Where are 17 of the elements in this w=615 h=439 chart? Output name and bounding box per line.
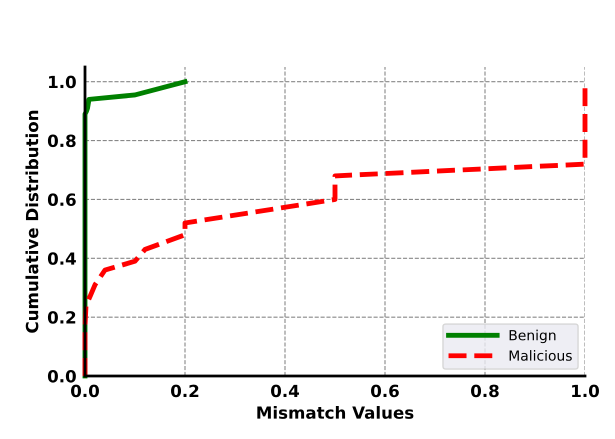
- line-series: [82, 79, 188, 378]
- y-tick-label: 0.0: [48, 370, 76, 383]
- legend-label: Benign: [510, 330, 556, 344]
- y-tick-label: 0.2: [48, 311, 76, 324]
- legend-label: Malicious: [510, 350, 572, 361]
- x-tick-label: 0.0: [71, 384, 99, 398]
- x-axis-title: Mismatch Values: [257, 406, 414, 419]
- y-tick-label: 0.4: [48, 252, 76, 265]
- x-tick-label: 1.0: [572, 384, 599, 398]
- y-tick-label: 0.6: [48, 193, 76, 206]
- x-tick-label: 0.4: [271, 384, 299, 398]
- y-tick-label: 1.0: [49, 76, 76, 88]
- y-tick-label: 0.8: [48, 134, 76, 148]
- x-tick-label: 0.2: [171, 384, 198, 398]
- y-axis-title: Cumulative Distribution: [25, 110, 38, 333]
- x-tick-label: 0.8: [471, 384, 499, 398]
- x-tick-label: 0.6: [371, 384, 399, 398]
